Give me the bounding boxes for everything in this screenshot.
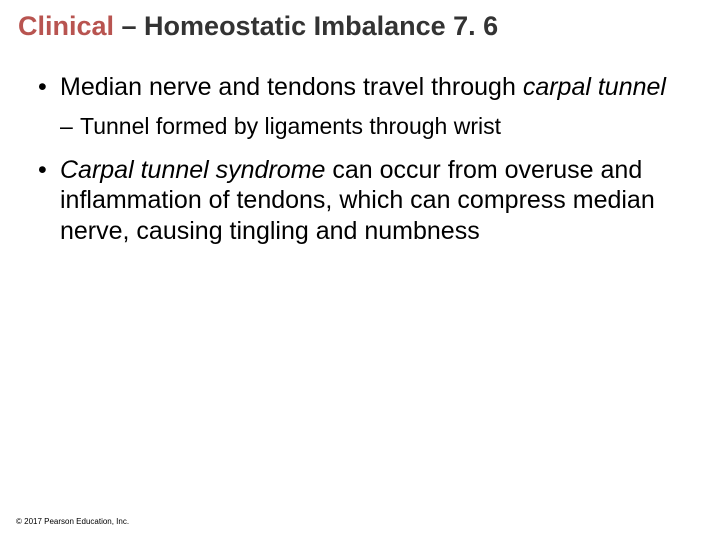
title-rest: – Homeostatic Imbalance 7. 6 <box>114 11 498 41</box>
bullet-1-sub: Tunnel formed by ligaments through wrist <box>32 112 688 141</box>
slide-content: Median nerve and tendons travel through … <box>0 60 720 247</box>
bullet-2: Carpal tunnel syndrome can occur from ov… <box>32 155 688 247</box>
bullet-1-italic: carpal tunnel <box>523 73 666 101</box>
slide-title: Clinical – Homeostatic Imbalance 7. 6 <box>0 0 720 60</box>
bullet-1: Median nerve and tendons travel through … <box>32 72 688 103</box>
title-accent: Clinical <box>18 11 114 41</box>
bullet-1-text: Median nerve and tendons travel through <box>60 73 523 101</box>
copyright: © 2017 Pearson Education, Inc. <box>16 517 129 526</box>
bullet-2-italic: Carpal tunnel syndrome <box>60 156 325 184</box>
bullet-1-sub-text: Tunnel formed by ligaments through wrist <box>80 113 501 139</box>
